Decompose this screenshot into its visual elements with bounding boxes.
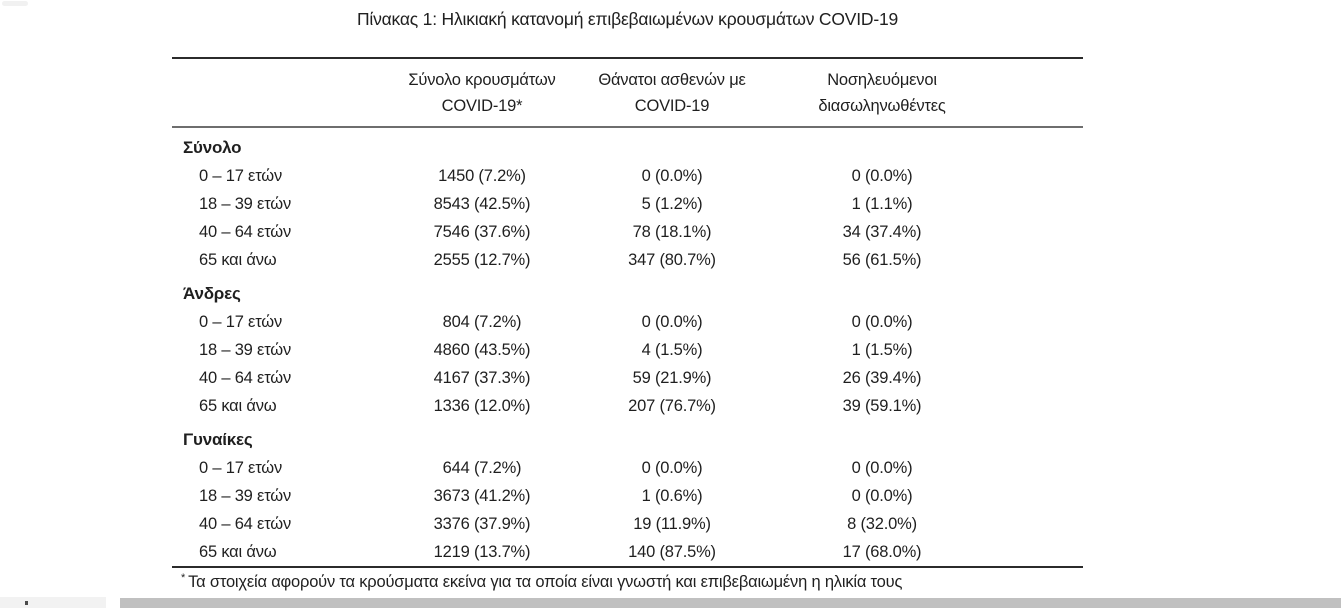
cell-intubated: 0 (0.0%) <box>851 459 913 477</box>
row-label: 0 – 17 ετών <box>199 167 283 185</box>
cell-deaths: 4 (1.5%) <box>641 341 703 359</box>
cell-deaths: 59 (21.9%) <box>632 369 712 387</box>
header-cell-empty <box>172 67 387 119</box>
section-header-row: Σύνολο <box>172 128 1083 162</box>
table-row: 0 – 17 ετών 804 (7.2%) 0 (0.0%) 0 (0.0%) <box>172 308 1083 336</box>
table-row: 40 – 64 ετών 3376 (37.9%) 19 (11.9%) 8 (32.… <box>172 510 1083 538</box>
section-label: Γυναίκες <box>183 430 253 449</box>
cell-cases: 8543 (42.5%) <box>433 195 531 213</box>
table-row: 0 – 17 ετών 1450 (7.2%) 0 (0.0%) 0 (0.0%) <box>172 162 1083 190</box>
cell-deaths: 207 (76.7%) <box>628 397 716 415</box>
row-label: 65 και άνω <box>199 543 277 561</box>
cell-cases: 1336 (12.0%) <box>433 397 531 415</box>
row-label: 18 – 39 ετών <box>199 487 292 505</box>
table-footnote: * Τα στοιχεία αφορούν τα κρούσματα εκείνα… <box>172 566 1083 599</box>
table-row: 18 – 39 ετών 3673 (41.2%) 1 (0.6%) 0 (0.0%) <box>172 482 1083 510</box>
table-row: 18 – 39 ετών 4860 (43.5%) 4 (1.5%) 1 (1.5%) <box>172 336 1083 364</box>
table-row: 65 και άνω 1336 (12.0%) 207 (76.7%) 39 (59.… <box>172 392 1083 420</box>
cell-deaths: 0 (0.0%) <box>641 313 703 331</box>
cell-intubated: 1 (1.1%) <box>851 195 913 213</box>
cell-intubated: 0 (0.0%) <box>851 487 913 505</box>
cell-intubated: 0 (0.0%) <box>851 167 913 185</box>
header-cell-intubated: Νοσηλευόμενοι διασωληνωθέντες <box>767 67 997 119</box>
cell-deaths: 140 (87.5%) <box>628 543 716 561</box>
header-line: Θάνατοι ασθενών με <box>598 71 746 89</box>
cell-intubated: 0 (0.0%) <box>851 313 913 331</box>
row-label: 65 και άνω <box>199 251 277 269</box>
table-row: 40 – 64 ετών 4167 (37.3%) 59 (21.9%) 26 (39… <box>172 364 1083 392</box>
cell-cases: 2555 (12.7%) <box>433 251 531 269</box>
cell-cases: 1219 (13.7%) <box>433 543 531 561</box>
row-label: 40 – 64 ετών <box>199 369 292 387</box>
covid-age-table: Σύνολο κρουσμάτων COVID-19* Θάνατοι ασθε… <box>172 57 1083 599</box>
cell-deaths: 1 (0.6%) <box>641 487 703 505</box>
table-header-row: Σύνολο κρουσμάτων COVID-19* Θάνατοι ασθε… <box>172 59 1083 128</box>
header-line: COVID-19 <box>634 97 710 115</box>
scrollbar-track[interactable] <box>0 597 106 608</box>
row-label: 18 – 39 ετών <box>199 195 292 213</box>
cell-cases: 4860 (43.5%) <box>433 341 531 359</box>
section-header-row: Άνδρες <box>172 274 1083 308</box>
row-label: 18 – 39 ετών <box>199 341 292 359</box>
table-row: 40 – 64 ετών 7546 (37.6%) 78 (18.1%) 34 (37… <box>172 218 1083 246</box>
header-cell-deaths: Θάνατοι ασθενών με COVID-19 <box>577 67 767 119</box>
header-line: Σύνολο κρουσμάτων <box>408 71 556 89</box>
table-title: Πίνακας 1: Ηλικιακή κατανομή επιβεβαιωμέ… <box>356 9 899 29</box>
cell-deaths: 0 (0.0%) <box>641 459 703 477</box>
cell-intubated: 34 (37.4%) <box>842 223 922 241</box>
header-line: Νοσηλευόμενοι <box>827 71 937 89</box>
table-row: 0 – 17 ετών 644 (7.2%) 0 (0.0%) 0 (0.0%) <box>172 454 1083 482</box>
table-row: 65 και άνω 1219 (13.7%) 140 (87.5%) 17 (68.… <box>172 538 1083 566</box>
cell-intubated: 26 (39.4%) <box>842 369 922 387</box>
row-label: 0 – 17 ετών <box>199 313 283 331</box>
cell-cases: 3673 (41.2%) <box>433 487 531 505</box>
cell-deaths: 0 (0.0%) <box>641 167 703 185</box>
cell-cases: 1450 (7.2%) <box>438 167 526 185</box>
header-line: διασωληνωθέντες <box>818 97 946 115</box>
section-header-row: Γυναίκες <box>172 420 1083 454</box>
cell-deaths: 78 (18.1%) <box>632 223 712 241</box>
cell-intubated: 17 (68.0%) <box>842 543 922 561</box>
row-label: 40 – 64 ετών <box>199 223 292 241</box>
row-label: 65 και άνω <box>199 397 277 415</box>
scrollbar-speck <box>25 601 28 605</box>
row-label: 0 – 17 ετών <box>199 459 283 477</box>
cell-cases: 644 (7.2%) <box>442 459 522 477</box>
header-line: COVID-19* <box>441 97 523 115</box>
table-row: 65 και άνω 2555 (12.7%) 347 (80.7%) 56 (61.… <box>172 246 1083 274</box>
table-body: Σύνολο 0 – 17 ετών 1450 (7.2%) 0 (0.0%) 0 (0… <box>172 128 1083 566</box>
cell-cases: 4167 (37.3%) <box>433 369 531 387</box>
cell-cases: 804 (7.2%) <box>442 313 522 331</box>
footnote-text: Τα στοιχεία αφορούν τα κρούσματα εκείνα … <box>188 573 903 591</box>
cell-intubated: 1 (1.5%) <box>851 341 913 359</box>
cell-deaths: 347 (80.7%) <box>628 251 716 269</box>
section-label: Άνδρες <box>183 284 241 303</box>
footnote-marker: * <box>181 571 186 584</box>
cell-deaths: 19 (11.9%) <box>633 515 711 533</box>
section-label: Σύνολο <box>183 138 242 157</box>
cell-intubated: 8 (32.0%) <box>847 515 917 533</box>
cell-intubated: 56 (61.5%) <box>842 251 922 269</box>
cell-deaths: 5 (1.2%) <box>641 195 703 213</box>
table-row: 18 – 39 ετών 8543 (42.5%) 5 (1.2%) 1 (1.1%) <box>172 190 1083 218</box>
cell-cases: 7546 (37.6%) <box>433 223 531 241</box>
cell-cases: 3376 (37.9%) <box>433 515 531 533</box>
cell-intubated: 39 (59.1%) <box>842 397 922 415</box>
header-cell-spacer <box>997 67 1083 119</box>
page-corner-smudge <box>2 1 28 6</box>
horizontal-scrollbar[interactable] <box>0 597 1341 608</box>
header-cell-total-cases: Σύνολο κρουσμάτων COVID-19* <box>387 67 577 119</box>
scrollbar-thumb[interactable] <box>120 598 1341 608</box>
row-label: 40 – 64 ετών <box>199 515 292 533</box>
